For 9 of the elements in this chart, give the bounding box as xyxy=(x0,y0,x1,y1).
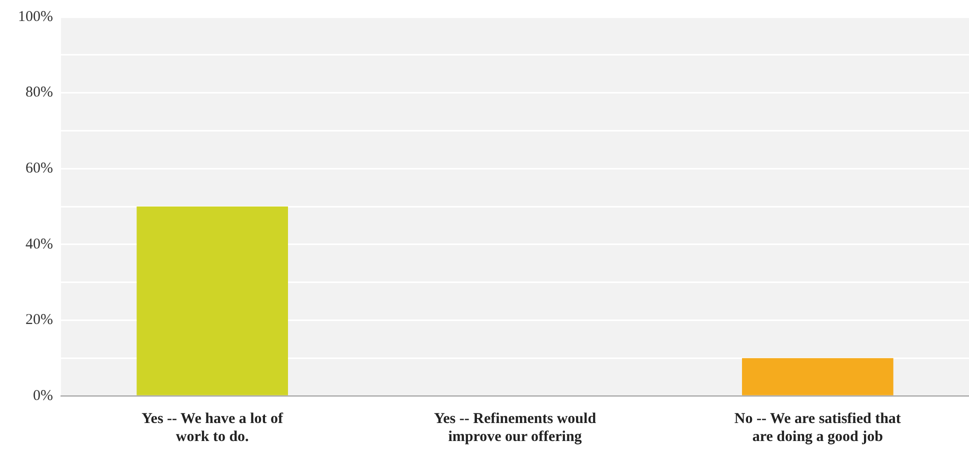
x-tick-label: No -- We are satisfied that are doing a good job xyxy=(734,410,901,445)
y-tick-label: 80% xyxy=(25,84,53,101)
y-tick-label: 60% xyxy=(25,160,53,177)
x-tick-label: Yes -- We have a lot of work to do. xyxy=(142,410,284,445)
y-tick-label: 40% xyxy=(25,236,53,252)
y-tick-label: 100% xyxy=(18,8,53,25)
x-tick-label: Yes -- Refinements would improve our offering xyxy=(434,410,597,445)
y-tick-label: 20% xyxy=(25,312,53,328)
y-tick-label: 0% xyxy=(32,388,53,404)
